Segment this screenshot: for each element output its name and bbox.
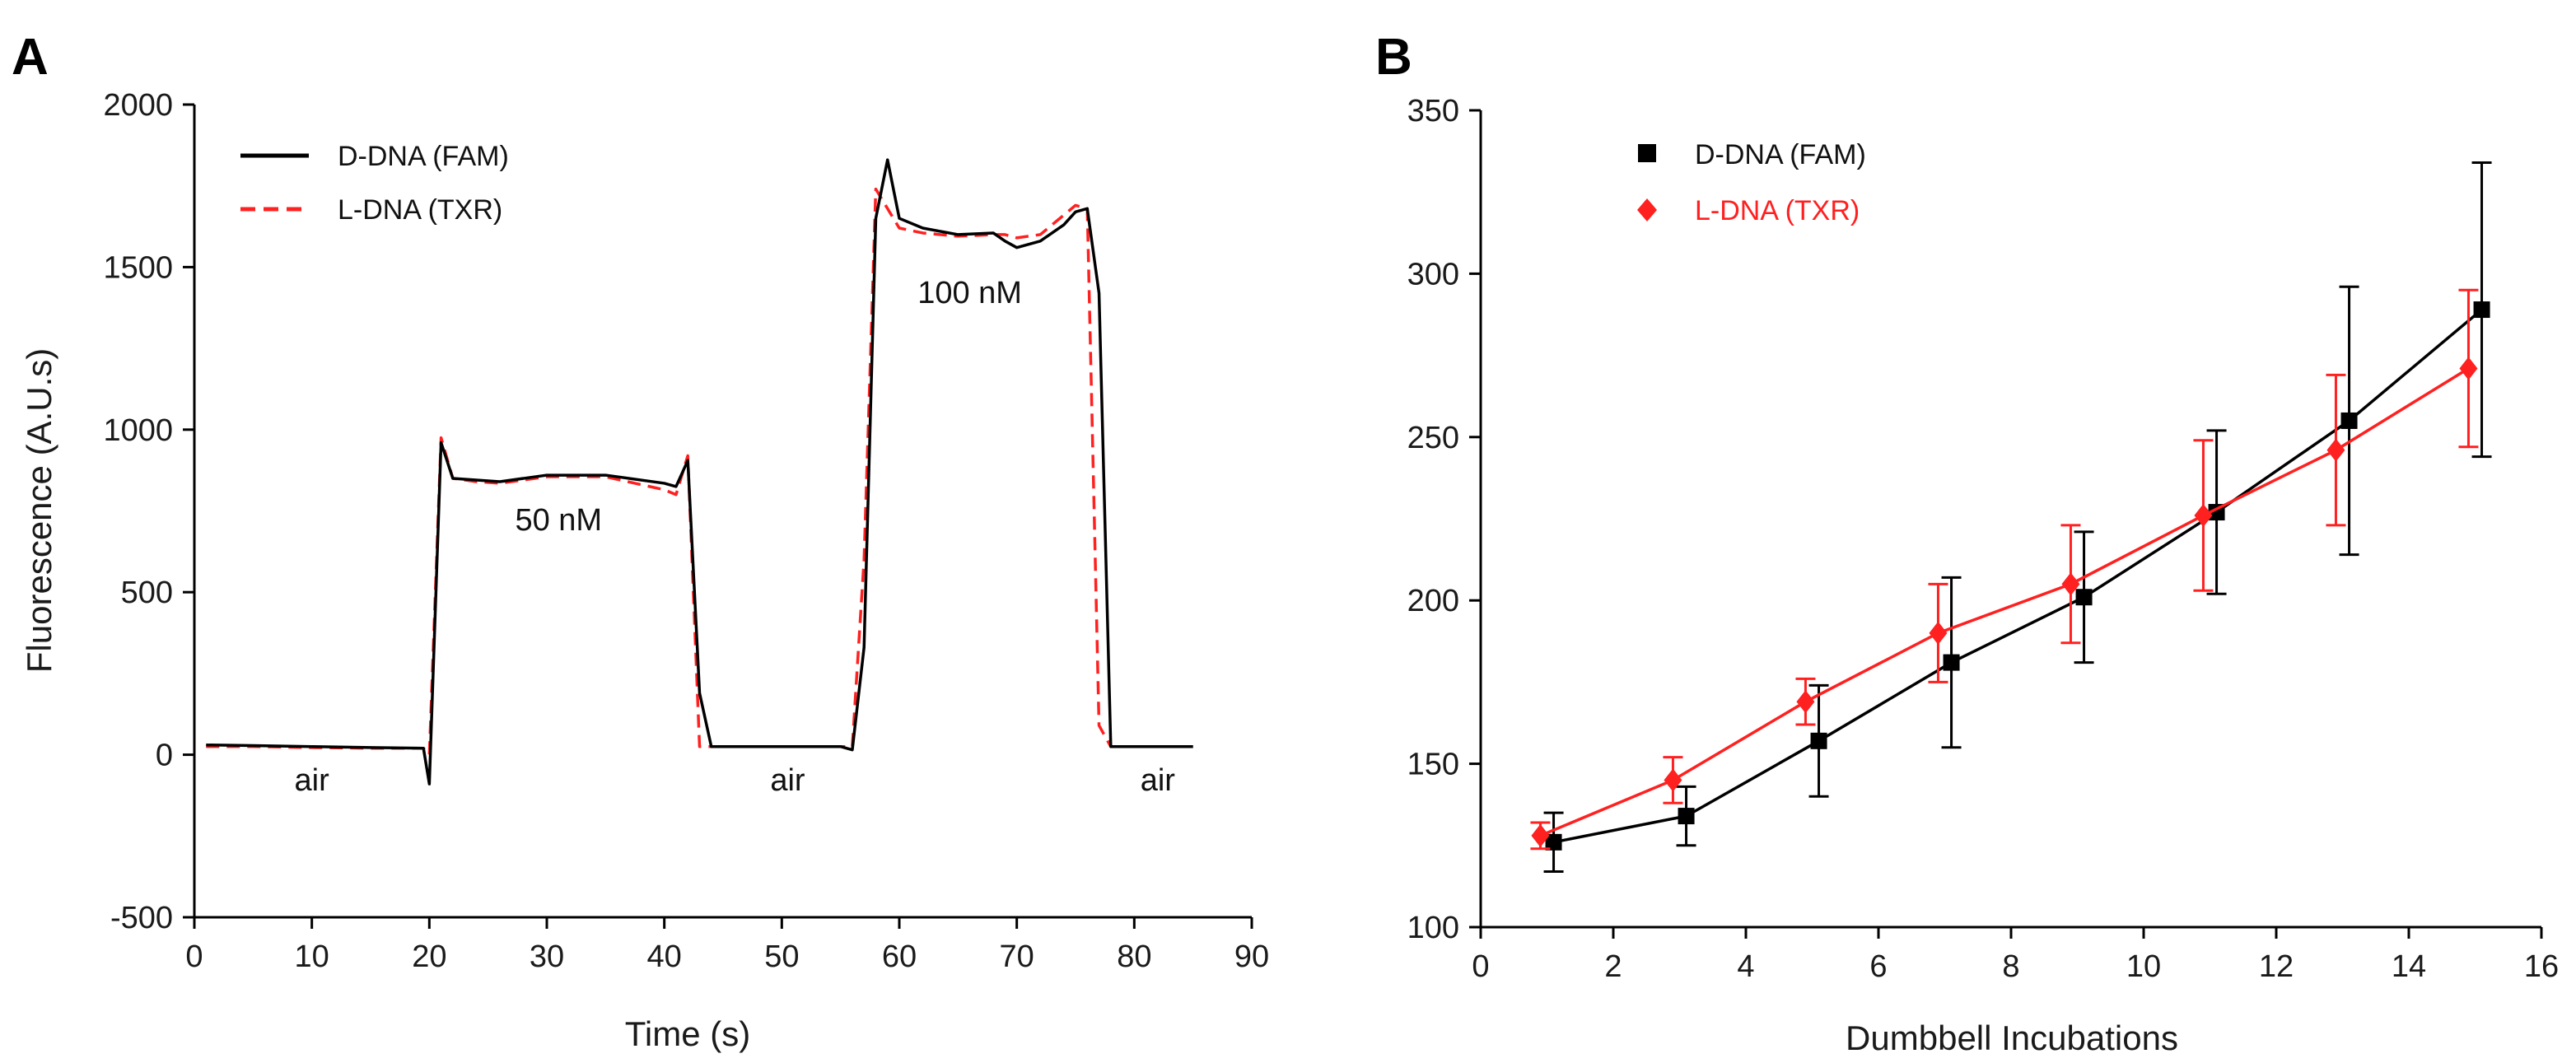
panel-b-y-tick-label: 350 [1407, 94, 1459, 128]
legend-b-swatch-l-dna [1637, 198, 1657, 221]
panel-b-letter: B [1375, 29, 1412, 86]
panel-a-x-tick-label: 20 [412, 939, 446, 974]
panel-a-y-label: Fluorescence (A.U.s) [20, 348, 58, 673]
panel-a-x-tick-label: 90 [1234, 939, 1269, 974]
panel-a-letter: A [12, 29, 49, 86]
series-b-l-dna-point [1531, 823, 1550, 847]
series-b-d-dna-point [2075, 589, 2093, 606]
series-a-d-dna-line [206, 158, 1193, 786]
series-b-l-dna-point [1664, 768, 1682, 792]
series-b-l-dna-point [1929, 621, 1948, 645]
series-b-l-dna-point [2459, 357, 2478, 380]
series-b-l-dna-point [2326, 438, 2345, 462]
panel-b-y-tick-label: 200 [1407, 584, 1459, 618]
panel-b-x-tick-label: 12 [2259, 949, 2294, 984]
panel-a-x-tick-label: 10 [295, 939, 329, 974]
panel-a: A 0 10 20 30 40 50 60 70 80 90 -500 0 500 1000 1500 200… [12, 29, 1269, 1053]
legend-b-swatch-d-dna [1638, 144, 1656, 162]
panel-b-y-tick-label: 300 [1407, 257, 1459, 291]
panel-b-y-tick-label: 100 [1407, 911, 1459, 945]
panel-a-y-tick-label: -500 [110, 901, 173, 935]
panel-b-x-tick-label: 2 [1604, 949, 1622, 984]
panel-a-annotation: 100 nM [917, 276, 1022, 310]
panel-b-x-tick-label: 0 [1472, 949, 1489, 984]
series-b-d-dna-point [2473, 301, 2490, 319]
legend-b-label-d-dna: D-DNA (FAM) [1695, 139, 1866, 170]
panel-b-x-tick-label: 8 [2002, 949, 2019, 984]
panel-b-x-label: Dumbbell Incubations [1846, 1019, 2178, 1057]
panel-a-x-tick-label: 60 [882, 939, 917, 974]
series-b-d-dna-point [1545, 833, 1562, 851]
series-b-d-dna-point [2340, 412, 2358, 429]
series-b-l-dna-point [1796, 690, 1815, 714]
panel-b-y-tick-label: 150 [1407, 748, 1459, 782]
panel-a-ticks: 0 10 20 30 40 50 60 70 80 90 -500 0 500 1000 1500 2000 [103, 88, 1269, 974]
panel-a-x-tick-label: 80 [1117, 939, 1151, 974]
legend-a-label-d-dna: D-DNA (FAM) [338, 141, 509, 172]
panel-a-y-tick-label: 500 [121, 576, 173, 610]
panel-a-x-label: Time (s) [625, 1014, 750, 1053]
panel-a-y-tick-label: 0 [156, 739, 173, 773]
legend-b-label-l-dna: L-DNA (TXR) [1695, 195, 1860, 226]
series-b-d-dna-point [1943, 654, 1960, 671]
panel-a-y-tick-label: 1500 [103, 250, 173, 285]
series-b-l-dna-line [1539, 366, 2470, 837]
panel-b-x-tick-label: 16 [2524, 949, 2559, 984]
panel-b: B 0 2 4 6 8 10 12 14 16 100 150 200 250 300 350 Dumbbe… [1375, 29, 2559, 1057]
panel-a-annotation: air [295, 763, 330, 798]
panel-b-x-tick-label: 14 [2392, 949, 2426, 984]
panel-a-legend: D-DNA (FAM) L-DNA (TXR) [240, 141, 509, 226]
panel-b-x-tick-label: 6 [1869, 949, 1887, 984]
series-b-d-dna-point [1678, 808, 1695, 825]
panel-a-x-tick-label: 50 [764, 939, 799, 974]
series-b-l-dna-point [2061, 572, 2080, 596]
panel-a-annotation: air [770, 763, 805, 798]
legend-a-label-l-dna: L-DNA (TXR) [338, 194, 502, 226]
series-b-l-dna-point [2194, 504, 2213, 528]
panel-a-annotations: air 50 nM air 100 nM air [295, 276, 1176, 798]
series-b-d-dna-line [1553, 308, 2483, 844]
panel-b-series [1530, 161, 2492, 874]
panel-a-annotation: 50 nM [515, 503, 602, 538]
series-b-d-dna-point [1810, 732, 1827, 749]
panel-a-annotation: air [1141, 763, 1176, 798]
panel-b-y-tick-label: 250 [1407, 421, 1459, 455]
panel-a-y-tick-label: 2000 [103, 88, 173, 123]
panel-a-x-tick-label: 30 [530, 939, 564, 974]
panel-a-x-tick-label: 0 [185, 939, 203, 974]
panel-b-legend: D-DNA (FAM) L-DNA (TXR) [1637, 139, 1866, 226]
panel-a-x-tick-label: 70 [1000, 939, 1034, 974]
panel-a-x-tick-label: 40 [647, 939, 682, 974]
panel-a-y-tick-label: 1000 [103, 413, 173, 448]
panel-b-x-tick-label: 10 [2126, 949, 2161, 984]
panel-a-series [206, 158, 1193, 786]
panel-b-x-tick-label: 4 [1737, 949, 1754, 984]
panel-b-ticks: 0 2 4 6 8 10 12 14 16 100 150 200 250 300 350 [1407, 94, 2560, 984]
